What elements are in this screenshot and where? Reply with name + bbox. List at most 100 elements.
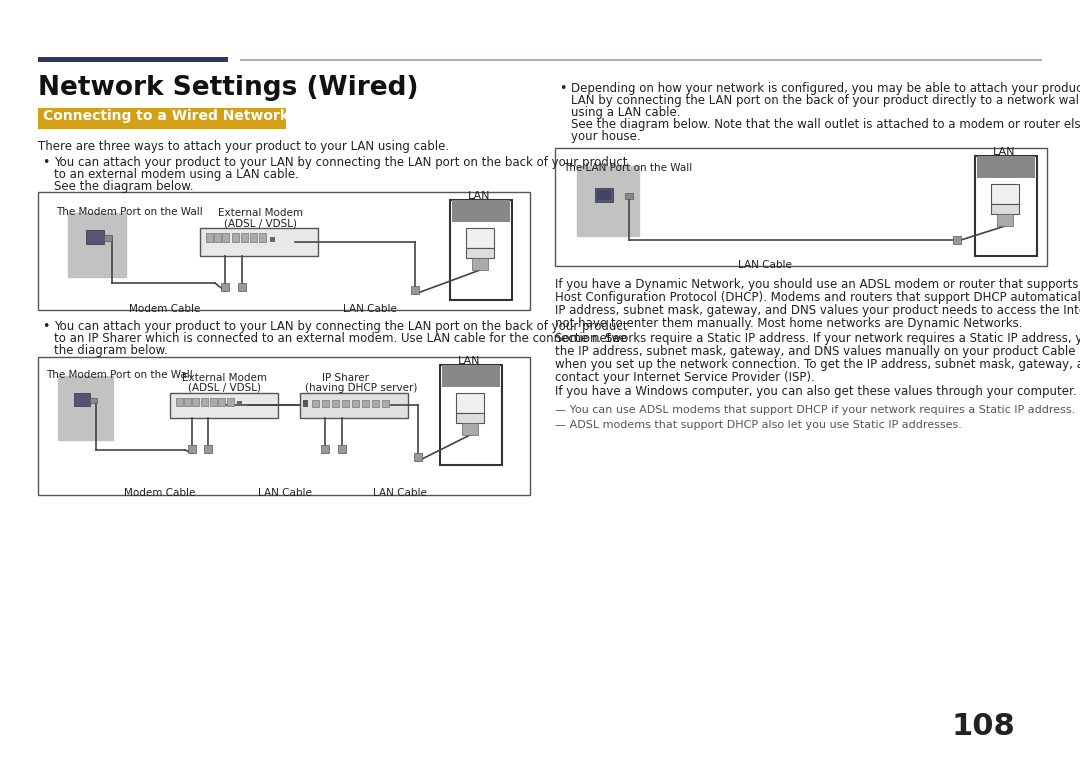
- Polygon shape: [68, 213, 126, 277]
- Text: not have to enter them manually. Most home networks are Dynamic Networks.: not have to enter them manually. Most ho…: [555, 317, 1023, 330]
- Bar: [442, 365, 500, 387]
- Bar: [222, 233, 229, 242]
- Bar: [240, 59, 1042, 61]
- Text: RJ45: RJ45: [462, 205, 485, 215]
- Bar: [90, 398, 97, 403]
- Bar: [204, 445, 212, 453]
- Text: The Modem Port on the Wall: The Modem Port on the Wall: [56, 207, 203, 217]
- Text: — ADSL modems that support DHCP also let you use Static IP addresses.: — ADSL modems that support DHCP also let…: [555, 420, 962, 430]
- Bar: [597, 190, 611, 200]
- Text: the IP address, subnet mask, gateway, and DNS values manually on your product Ca: the IP address, subnet mask, gateway, an…: [555, 345, 1080, 358]
- Bar: [338, 445, 346, 453]
- Text: Network Settings (Wired): Network Settings (Wired): [38, 75, 419, 101]
- Bar: [206, 233, 213, 242]
- Text: Some networks require a Static IP address. If your network requires a Static IP : Some networks require a Static IP addres…: [555, 332, 1080, 345]
- Text: The LAN Port on the Wall: The LAN Port on the Wall: [563, 163, 692, 173]
- Bar: [322, 400, 329, 407]
- Text: If you have a Windows computer, you can also get these values through your compu: If you have a Windows computer, you can …: [555, 385, 1077, 398]
- Bar: [201, 398, 208, 406]
- Bar: [270, 237, 275, 242]
- Text: contact your Internet Service Provider (ISP).: contact your Internet Service Provider (…: [555, 371, 814, 384]
- Text: when you set up the network connection. To get the IP address, subnet mask, gate: when you set up the network connection. …: [555, 358, 1080, 371]
- Bar: [321, 445, 329, 453]
- Bar: [188, 445, 195, 453]
- Bar: [462, 423, 478, 435]
- Text: You can attach your product to your LAN by connecting the LAN port on the back o: You can attach your product to your LAN …: [54, 156, 627, 169]
- Text: using a LAN cable.: using a LAN cable.: [571, 106, 680, 119]
- Bar: [176, 398, 183, 406]
- Bar: [456, 413, 484, 423]
- Text: Depending on how your network is configured, you may be able to attach your prod: Depending on how your network is configu…: [571, 82, 1080, 95]
- Text: LAN: LAN: [458, 356, 481, 366]
- Text: RJ45: RJ45: [453, 370, 475, 380]
- Text: LAN Cable: LAN Cable: [373, 488, 427, 498]
- Bar: [218, 398, 225, 406]
- Text: IP address, subnet mask, gateway, and DNS values your product needs to access th: IP address, subnet mask, gateway, and DN…: [555, 304, 1080, 317]
- Bar: [997, 214, 1013, 226]
- Bar: [456, 393, 484, 413]
- Text: your house.: your house.: [571, 130, 640, 143]
- Text: If you have a Dynamic Network, you should use an ADSL modem or router that suppo: If you have a Dynamic Network, you shoul…: [555, 278, 1080, 291]
- Text: External Modem: External Modem: [183, 373, 267, 383]
- Text: — You can use ADSL modems that support DHCP if your network requires a Static IP: — You can use ADSL modems that support D…: [555, 405, 1076, 415]
- Text: See the diagram below. Note that the wall outlet is attached to a modem or route: See the diagram below. Note that the wal…: [571, 118, 1080, 131]
- Bar: [465, 228, 494, 248]
- Bar: [241, 233, 248, 242]
- Bar: [991, 204, 1020, 214]
- Text: Modem Cable: Modem Cable: [124, 488, 195, 498]
- Text: There are three ways to attach your product to your LAN using cable.: There are three ways to attach your prod…: [38, 140, 449, 153]
- Text: Modem Cable: Modem Cable: [130, 304, 201, 314]
- Bar: [312, 400, 319, 407]
- Bar: [38, 357, 530, 495]
- Bar: [259, 233, 266, 242]
- Bar: [595, 188, 613, 202]
- Bar: [238, 283, 246, 291]
- Bar: [237, 401, 242, 406]
- Text: LAN: LAN: [993, 147, 1015, 157]
- Bar: [975, 156, 1037, 256]
- Polygon shape: [58, 376, 113, 440]
- Bar: [249, 233, 257, 242]
- Bar: [184, 398, 191, 406]
- Text: (ADSL / VDSL): (ADSL / VDSL): [188, 383, 261, 393]
- Bar: [300, 393, 408, 418]
- Bar: [232, 233, 239, 242]
- Bar: [192, 398, 199, 406]
- Bar: [200, 228, 318, 256]
- Bar: [210, 398, 217, 406]
- Bar: [38, 108, 286, 129]
- Bar: [953, 236, 961, 244]
- Bar: [411, 286, 419, 294]
- Text: to an IP Sharer which is connected to an external modem. Use LAN cable for the c: to an IP Sharer which is connected to an…: [54, 332, 626, 345]
- Text: The Modem Port on the Wall: The Modem Port on the Wall: [46, 370, 192, 380]
- Text: •: •: [42, 320, 50, 333]
- Bar: [372, 400, 379, 407]
- Text: Connecting to a Wired Network: Connecting to a Wired Network: [43, 109, 289, 123]
- Bar: [38, 192, 530, 310]
- Bar: [440, 365, 502, 465]
- Bar: [104, 235, 112, 241]
- Text: LAN by connecting the LAN port on the back of your product directly to a network: LAN by connecting the LAN port on the ba…: [571, 94, 1080, 107]
- Bar: [450, 200, 512, 300]
- Bar: [362, 400, 369, 407]
- Text: LAN: LAN: [468, 191, 490, 201]
- Bar: [472, 258, 488, 270]
- Bar: [303, 400, 308, 407]
- Bar: [75, 393, 90, 406]
- Text: LAN Cable: LAN Cable: [258, 488, 312, 498]
- Text: You can attach your product to your LAN by connecting the LAN port on the back o: You can attach your product to your LAN …: [54, 320, 627, 333]
- Text: RJ45: RJ45: [987, 161, 1011, 171]
- Bar: [977, 156, 1035, 178]
- Text: LAN Cable: LAN Cable: [738, 260, 792, 270]
- Text: External Modem: External Modem: [218, 208, 303, 218]
- Text: (ADSL / VDSL): (ADSL / VDSL): [224, 218, 297, 228]
- Text: IP Sharer: IP Sharer: [322, 373, 369, 383]
- Text: •: •: [42, 156, 50, 169]
- Bar: [170, 393, 278, 418]
- Text: See the diagram below.: See the diagram below.: [54, 180, 193, 193]
- Text: LAN Cable: LAN Cable: [343, 304, 397, 314]
- Bar: [86, 230, 104, 244]
- Bar: [214, 233, 221, 242]
- Bar: [453, 200, 510, 222]
- Bar: [221, 283, 229, 291]
